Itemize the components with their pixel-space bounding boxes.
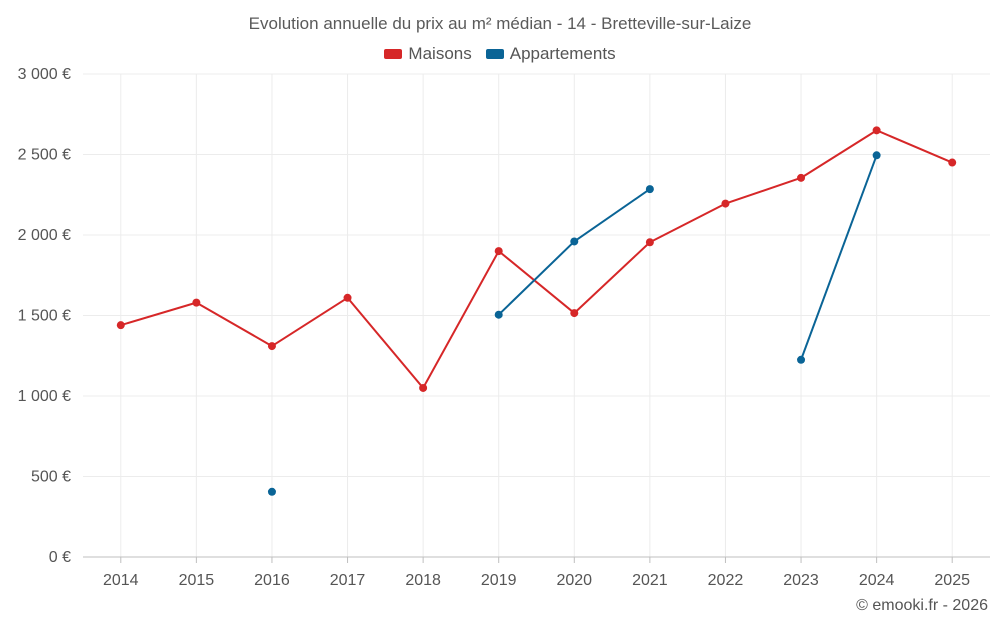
x-tick-label: 2017 — [330, 572, 366, 589]
y-tick-label: 500 € — [31, 469, 71, 486]
y-tick-label: 3 000 € — [18, 66, 71, 83]
x-tick-label: 2019 — [481, 572, 517, 589]
y-tick-label: 1 500 € — [18, 308, 71, 325]
data-point-maisons-2015 — [192, 298, 201, 307]
x-tick-label: 2020 — [556, 572, 592, 589]
data-point-appartements-2024 — [872, 151, 881, 160]
data-point-maisons-2023 — [797, 173, 806, 182]
y-tick-label: 2 500 € — [18, 147, 71, 164]
chart-title: Evolution annuelle du prix au m² médian … — [248, 14, 752, 33]
data-point-maisons-2025 — [948, 158, 957, 167]
x-tick-label: 2014 — [103, 572, 139, 589]
data-point-maisons-2021 — [645, 238, 654, 247]
data-point-maisons-2024 — [872, 126, 881, 135]
legend-swatch-appartements — [485, 49, 504, 59]
series-line-appartements — [800, 154, 878, 361]
data-point-appartements-2019 — [494, 310, 503, 319]
data-point-maisons-2018 — [419, 383, 428, 392]
x-tick-label: 2018 — [405, 572, 441, 589]
x-tick-label: 2021 — [632, 572, 668, 589]
data-point-maisons-2019 — [494, 247, 503, 256]
x-tick-label: 2023 — [783, 572, 819, 589]
y-tick-label: 0 € — [49, 549, 71, 566]
legend-swatch-maisons — [384, 49, 403, 59]
x-tick-label: 2016 — [254, 572, 290, 589]
data-point-maisons-2016 — [267, 342, 276, 351]
data-point-maisons-2014 — [116, 321, 125, 330]
data-point-appartements-2016 — [267, 487, 276, 496]
legend-item-appartements[interactable]: Appartements — [485, 44, 616, 64]
legend-label-appartements: Appartements — [509, 44, 616, 63]
series-line-maisons — [120, 129, 953, 389]
data-point-maisons-2020 — [570, 309, 579, 318]
x-tick-label: 2015 — [179, 572, 215, 589]
data-point-appartements-2020 — [570, 237, 579, 246]
legend: Maisons Appartements — [0, 44, 1000, 64]
data-point-maisons-2017 — [343, 293, 352, 302]
data-point-appartements-2023 — [797, 355, 806, 364]
x-tick-label: 2022 — [708, 572, 744, 589]
x-tick-label: 2025 — [934, 572, 970, 589]
x-tick-label: 2024 — [859, 572, 895, 589]
legend-item-maisons[interactable]: Maisons — [384, 44, 472, 64]
data-point-maisons-2022 — [721, 199, 730, 208]
copyright-text: © emooki.fr - 2026 — [856, 597, 988, 614]
legend-label-maisons: Maisons — [408, 44, 472, 63]
y-tick-label: 2 000 € — [18, 227, 71, 244]
y-tick-label: 1 000 € — [18, 388, 71, 405]
data-point-appartements-2021 — [645, 185, 654, 194]
